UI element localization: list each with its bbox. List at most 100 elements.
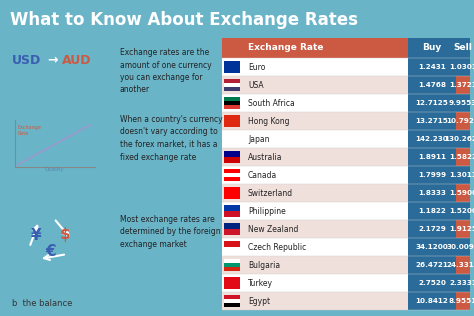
- Text: 1.9125: 1.9125: [449, 226, 474, 232]
- Text: AUD: AUD: [62, 53, 91, 66]
- Bar: [222, 292, 470, 310]
- Bar: [222, 112, 470, 130]
- Text: 1.3721: 1.3721: [449, 82, 474, 88]
- Text: Hong Kong: Hong Kong: [248, 117, 290, 125]
- Bar: [222, 184, 470, 202]
- Text: Switzerland: Switzerland: [248, 189, 293, 198]
- Bar: [456, 130, 470, 148]
- Bar: [224, 241, 240, 247]
- Bar: [222, 38, 470, 58]
- Text: 8.9551: 8.9551: [449, 298, 474, 304]
- Bar: [456, 292, 470, 310]
- Bar: [222, 238, 470, 256]
- Bar: [456, 76, 470, 94]
- Bar: [224, 115, 240, 127]
- Bar: [224, 263, 240, 267]
- Text: 30.0091: 30.0091: [447, 244, 474, 250]
- Text: 1.4768: 1.4768: [418, 82, 446, 88]
- Bar: [408, 148, 456, 166]
- Bar: [224, 295, 240, 299]
- Text: 10.7923: 10.7923: [447, 118, 474, 124]
- Text: 2.7520: 2.7520: [418, 280, 446, 286]
- Text: Philippine: Philippine: [248, 206, 286, 216]
- Text: →: →: [47, 53, 57, 66]
- Text: 130.2621: 130.2621: [444, 136, 474, 142]
- Bar: [224, 259, 240, 263]
- Text: 1.5900: 1.5900: [449, 190, 474, 196]
- Text: Egypt: Egypt: [248, 296, 270, 306]
- Bar: [224, 303, 240, 307]
- Text: 13.2715: 13.2715: [416, 118, 448, 124]
- Text: 1.7999: 1.7999: [418, 172, 446, 178]
- Bar: [456, 112, 470, 130]
- Text: New Zealand: New Zealand: [248, 224, 298, 234]
- Text: 9.9553: 9.9553: [449, 100, 474, 106]
- Bar: [222, 256, 470, 274]
- Text: Euro: Euro: [248, 63, 265, 71]
- Text: South Africa: South Africa: [248, 99, 295, 107]
- Bar: [408, 220, 456, 238]
- Bar: [224, 211, 240, 217]
- Text: 1.5822: 1.5822: [449, 154, 474, 160]
- Bar: [456, 166, 470, 184]
- Bar: [222, 274, 470, 292]
- Bar: [224, 169, 240, 173]
- Bar: [456, 94, 470, 112]
- Text: Most exchange rates are
determined by the foreign
exchange market: Most exchange rates are determined by th…: [120, 215, 220, 249]
- Text: Canada: Canada: [248, 171, 277, 179]
- Bar: [222, 58, 470, 76]
- Text: b  the balance: b the balance: [12, 300, 73, 308]
- Bar: [408, 202, 456, 220]
- Bar: [222, 202, 470, 220]
- Bar: [222, 94, 470, 112]
- Text: Turkey: Turkey: [248, 278, 273, 288]
- Bar: [408, 166, 456, 184]
- Text: 1.8333: 1.8333: [418, 190, 446, 196]
- Bar: [222, 130, 470, 148]
- Bar: [224, 205, 240, 211]
- Bar: [456, 184, 470, 202]
- Text: Exchange
Rate: Exchange Rate: [18, 125, 42, 136]
- Bar: [224, 101, 240, 105]
- Bar: [224, 247, 240, 253]
- Text: 12.7125: 12.7125: [416, 100, 448, 106]
- Bar: [224, 61, 240, 73]
- Bar: [222, 148, 470, 166]
- Text: USD: USD: [12, 53, 41, 66]
- Bar: [456, 58, 470, 76]
- Text: Quality: Quality: [45, 167, 65, 172]
- Text: 26.4721: 26.4721: [416, 262, 448, 268]
- Bar: [456, 220, 470, 238]
- Text: Exchange Rate: Exchange Rate: [248, 44, 323, 52]
- Text: 34.1200: 34.1200: [416, 244, 448, 250]
- Bar: [408, 112, 456, 130]
- Text: USA: USA: [248, 81, 264, 89]
- Text: Exchange rates are the
amount of one currency
you can exchange for
another: Exchange rates are the amount of one cur…: [120, 48, 211, 94]
- Bar: [224, 277, 240, 289]
- Bar: [224, 177, 240, 181]
- Bar: [224, 105, 240, 109]
- Text: 10.8412: 10.8412: [416, 298, 448, 304]
- Bar: [222, 76, 470, 94]
- Text: 1.2431: 1.2431: [418, 64, 446, 70]
- Bar: [408, 130, 456, 148]
- Bar: [224, 229, 240, 235]
- Bar: [222, 166, 470, 184]
- Text: Czech Republic: Czech Republic: [248, 242, 306, 252]
- Text: $: $: [60, 228, 70, 242]
- Bar: [224, 83, 240, 87]
- Text: Australia: Australia: [248, 153, 283, 161]
- Bar: [224, 87, 240, 91]
- Bar: [456, 274, 470, 292]
- Text: 1.1822: 1.1822: [418, 208, 446, 214]
- Bar: [224, 133, 240, 145]
- Bar: [456, 202, 470, 220]
- Bar: [408, 94, 456, 112]
- Text: 24.3319: 24.3319: [447, 262, 474, 268]
- Bar: [224, 267, 240, 271]
- Text: Sell: Sell: [454, 44, 473, 52]
- Bar: [222, 220, 470, 238]
- Bar: [224, 299, 240, 303]
- Text: Japan: Japan: [248, 135, 270, 143]
- Bar: [224, 97, 240, 101]
